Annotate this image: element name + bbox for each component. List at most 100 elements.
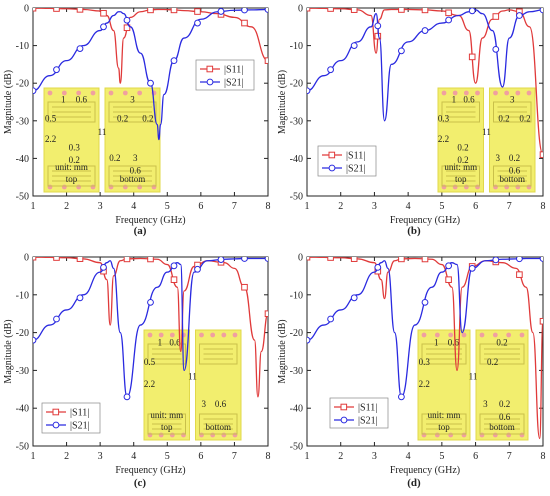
pcb-dimension-label: 0.2 (498, 113, 509, 123)
data-point (33, 87, 37, 95)
data-point (421, 257, 429, 263)
chart-panel-b: 1 2 3 4 5 6 7 8 0 -10 -20 -30 -40 -50 Frequency (GHz) M… (277, 4, 546, 238)
x-tick-label: 2 (338, 451, 343, 462)
pcb-pad (493, 90, 498, 96)
pcb-trace (479, 413, 525, 435)
data-point (516, 271, 523, 278)
legend-label: |S21| (70, 421, 90, 432)
pcb-pad (76, 90, 82, 96)
pcb-pad (210, 432, 216, 438)
series-line (307, 257, 543, 440)
x-tick-label: 8 (541, 451, 546, 462)
y-axis-label: Magnitude (dB) (277, 319, 288, 383)
pcb-length-label: 11 (188, 372, 197, 382)
pcb-trace (203, 418, 233, 430)
pcb-dimension-label: 2.2 (144, 379, 155, 389)
data-point (194, 19, 201, 27)
x-tick-label: 4 (406, 201, 411, 212)
data-point (170, 57, 178, 65)
pcb-bottom-caption: bottom (205, 422, 231, 432)
data-point (539, 151, 543, 158)
pcb-trace (47, 101, 96, 123)
pcb-dimension-label: 0.2 (496, 337, 507, 347)
y-tick-label: 0 (24, 253, 29, 264)
data-point (76, 257, 84, 262)
data-point (170, 8, 178, 14)
data-point (123, 24, 131, 32)
series-s21 (33, 8, 268, 141)
legend-label: |S11| (224, 65, 243, 76)
x-tick-label: 3 (372, 451, 377, 462)
data-point (374, 32, 382, 40)
pcb-pad (452, 184, 458, 190)
data-point (307, 336, 311, 344)
x-tick-label: 7 (507, 451, 512, 462)
series-line (33, 8, 268, 84)
pcb-top-board (43, 87, 100, 193)
y-tick-label: -40 (16, 404, 29, 415)
y-tick-label: -10 (290, 41, 303, 52)
data-point (445, 16, 453, 24)
pcb-pad (169, 432, 175, 438)
x-tick-label: 6 (198, 451, 203, 462)
y-tick-label: -40 (16, 154, 29, 165)
pcb-trace-pattern (441, 101, 480, 187)
data-point (445, 9, 452, 17)
legend-marker (328, 164, 336, 172)
legend-marker (52, 421, 60, 429)
pcb-trace-pattern (479, 343, 525, 435)
data-point (307, 87, 311, 95)
pcb-top-caption: top (66, 174, 78, 184)
legend-box (329, 397, 389, 429)
pcb-pad (137, 184, 143, 190)
data-point (516, 257, 523, 263)
x-tick-label: 1 (305, 451, 310, 462)
x-tick-label: 6 (198, 201, 203, 212)
data-point (53, 257, 60, 261)
data-point (398, 47, 405, 55)
data-point (53, 315, 60, 323)
pcb-trace (446, 106, 476, 118)
series-s21 (33, 257, 268, 401)
series-line (33, 8, 268, 141)
panel-caption: (c) (134, 477, 147, 489)
x-axis-label: Frequency (GHz) (390, 465, 460, 476)
pcb-trace (52, 170, 91, 182)
y-tick-label: -50 (16, 192, 29, 203)
data-point (264, 8, 268, 13)
data-point (241, 283, 248, 291)
pcb-trace (52, 106, 91, 118)
x-tick-label: 6 (473, 201, 478, 212)
pcb-dimension-label: 3 (483, 399, 488, 409)
pcb-dimension-label: 0.6 (509, 165, 521, 175)
pcb-top-view: 1 0.6 0.3 2.2 top (417, 329, 471, 441)
y-tick-label: -40 (290, 154, 303, 165)
panel-caption: (a) (134, 225, 147, 237)
x-tick-label: 4 (406, 451, 411, 462)
pcb-pad (463, 90, 469, 96)
pcb-unit-label: unit: mm (428, 410, 461, 420)
data-point (100, 263, 107, 271)
pcb-trace (497, 106, 527, 118)
x-tick-label: 4 (131, 201, 136, 212)
pcb-dimension-label: 0.2 (117, 113, 128, 123)
pcb-trace (47, 165, 96, 187)
x-tick-label: 5 (439, 451, 444, 462)
pcb-pad (506, 332, 512, 338)
data-point (421, 298, 429, 306)
data-point (350, 8, 358, 13)
pcb-pad (47, 90, 53, 96)
pcb-pad (479, 332, 485, 338)
series-line (307, 9, 543, 122)
pcb-dimension-label: 1 (158, 337, 163, 347)
legend-marker (206, 65, 214, 73)
pcb-pad (169, 332, 175, 338)
pcb-pad (199, 332, 204, 338)
data-point (264, 310, 268, 317)
pcb-pad (504, 90, 510, 96)
data-point (100, 23, 107, 31)
legend-label: |S21| (358, 416, 378, 427)
y-tick-label: -20 (290, 328, 303, 339)
pcb-dimension-label: 0.6 (215, 399, 227, 409)
